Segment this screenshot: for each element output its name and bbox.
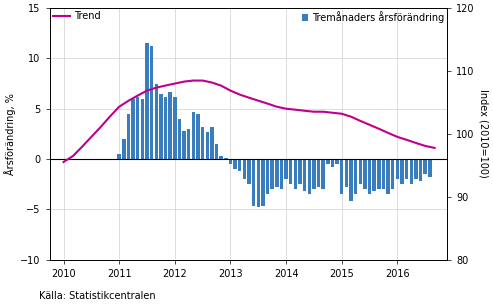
Bar [377,159,381,189]
Bar [354,159,357,194]
Bar [238,159,242,171]
Bar [266,159,269,194]
Bar [363,159,367,189]
Bar [215,144,218,159]
Bar [391,159,394,189]
Legend: Tremånaders årsförändring: Tremånaders årsförändring [302,11,445,23]
Bar [131,99,135,159]
Bar [201,127,205,159]
Bar [271,159,274,189]
Bar [173,97,176,159]
Bar [117,154,121,159]
Bar [419,159,422,181]
Bar [224,158,228,159]
Bar [423,159,427,174]
Bar [141,99,144,159]
Bar [410,159,413,184]
Bar [159,94,163,159]
Bar [164,97,167,159]
Bar [414,159,418,179]
Bar [256,159,260,207]
Bar [247,159,251,184]
Bar [308,159,311,194]
Bar [395,159,399,179]
Bar [358,159,362,184]
Bar [122,139,126,159]
Bar [178,119,181,159]
Bar [127,114,130,159]
Y-axis label: Index (2010=100): Index (2010=100) [479,89,489,178]
Bar [387,159,390,194]
Bar [284,159,288,179]
Bar [233,159,237,169]
Text: Källa: Statistikcentralen: Källa: Statistikcentralen [39,291,156,301]
Bar [400,159,404,184]
Bar [368,159,371,194]
Bar [275,159,279,187]
Bar [196,114,200,159]
Bar [136,97,140,159]
Bar [169,92,172,159]
Bar [206,132,209,159]
Bar [210,127,213,159]
Bar [331,159,334,167]
Bar [219,156,223,159]
Y-axis label: Årsförändring, %: Årsförändring, % [4,93,16,175]
Bar [154,84,158,159]
Bar [372,159,376,191]
Bar [182,131,186,159]
Bar [349,159,352,201]
Bar [382,159,385,189]
Bar [321,159,325,189]
Bar [326,159,329,164]
Bar [145,43,149,159]
Bar [340,159,344,194]
Bar [405,159,408,179]
Bar [317,159,320,187]
Bar [280,159,283,189]
Bar [345,159,348,187]
Bar [243,159,246,179]
Bar [192,112,195,159]
Bar [294,159,297,189]
Bar [298,159,302,184]
Bar [289,159,292,184]
Bar [229,159,232,164]
Bar [335,159,339,164]
Bar [150,47,153,159]
Bar [303,159,306,191]
Bar [252,159,255,206]
Bar [261,159,265,206]
Bar [187,129,190,159]
Bar [428,159,431,177]
Bar [312,159,316,189]
